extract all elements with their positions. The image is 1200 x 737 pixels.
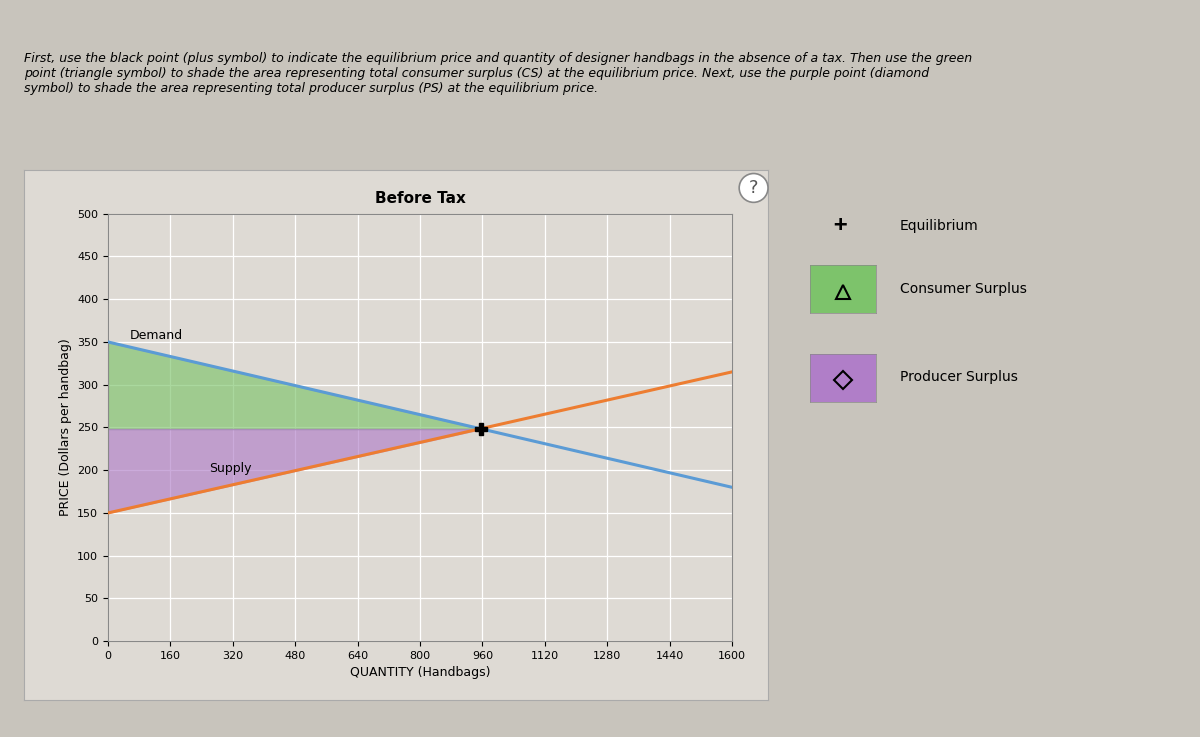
Text: ?: ? — [749, 179, 758, 197]
Title: Before Tax: Before Tax — [374, 191, 466, 206]
Polygon shape — [108, 342, 480, 429]
Text: First, use the black point (plus symbol) to indicate the equilibrium price and q: First, use the black point (plus symbol)… — [24, 52, 972, 94]
Text: Consumer Surplus: Consumer Surplus — [900, 282, 1027, 296]
Text: Supply: Supply — [210, 462, 252, 475]
Polygon shape — [108, 429, 480, 513]
Text: Producer Surplus: Producer Surplus — [900, 371, 1018, 384]
X-axis label: QUANTITY (Handbags): QUANTITY (Handbags) — [349, 666, 491, 680]
Text: +: + — [833, 214, 847, 235]
Y-axis label: PRICE (Dollars per handbag): PRICE (Dollars per handbag) — [59, 338, 72, 517]
Text: Demand: Demand — [130, 329, 182, 343]
Text: Equilibrium: Equilibrium — [900, 220, 979, 233]
